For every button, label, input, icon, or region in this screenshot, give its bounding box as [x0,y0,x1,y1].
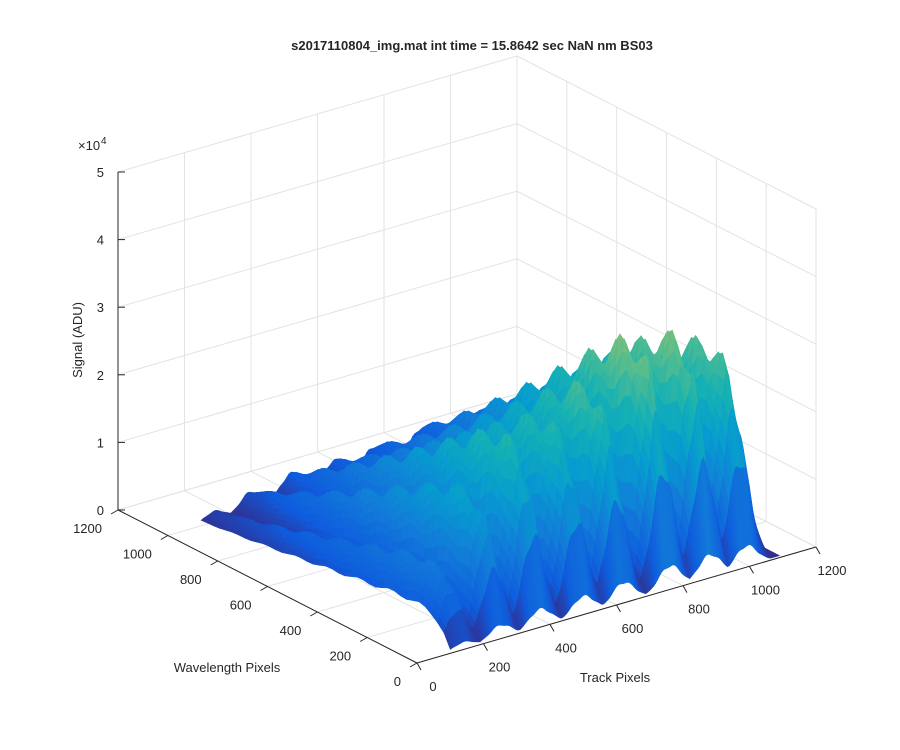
grid-line [117,123,518,241]
grid-line [117,190,518,308]
grid-line [516,190,817,345]
grid-line [117,393,518,511]
grid-line [117,258,518,376]
grid-line [516,123,817,278]
grid-line [117,55,518,173]
grid-line [117,325,518,443]
surface [200,329,781,650]
grid-line [516,55,817,210]
